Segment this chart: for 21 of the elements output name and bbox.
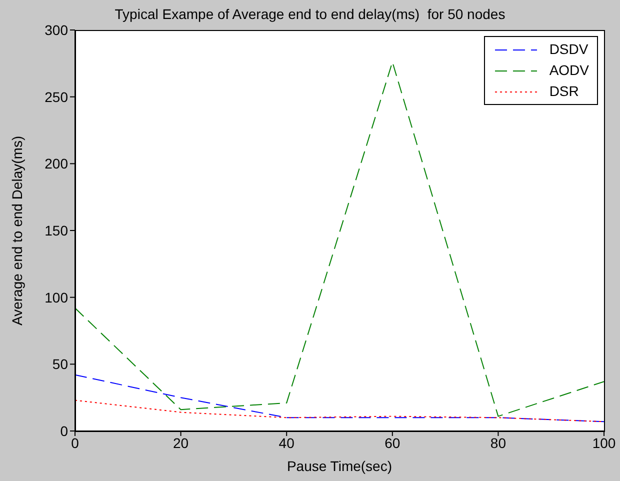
x-tick-label: 80: [490, 434, 506, 451]
legend-label: DSR: [549, 82, 579, 101]
chart-title: Typical Exampe of Average end to end delay(ms) for 50 nodes: [114, 6, 506, 22]
x-tick-label: 20: [173, 434, 189, 451]
y-tick-label: 0: [60, 422, 68, 439]
y-tick-label: 200: [44, 156, 68, 172]
x-tick-label: 60: [384, 434, 400, 451]
legend-label: DSDV: [549, 40, 588, 59]
x-tick-label: 100: [592, 434, 616, 451]
x-axis-title: Pause Time(sec): [286, 458, 392, 474]
y-axis-title: Average end to end Delay(ms): [8, 136, 25, 326]
y-tick-label: 50: [52, 356, 68, 372]
y-tick-label: 250: [44, 88, 68, 105]
line-series: [75, 400, 604, 422]
y-tick-label: 300: [44, 22, 68, 38]
line-series: [75, 374, 604, 422]
x-tick-label: 0: [71, 434, 80, 451]
legend-label: AODV: [549, 61, 589, 80]
x-tick-label: 40: [278, 434, 295, 451]
y-tick-label: 150: [44, 222, 68, 238]
y-tick-label: 100: [44, 289, 68, 306]
